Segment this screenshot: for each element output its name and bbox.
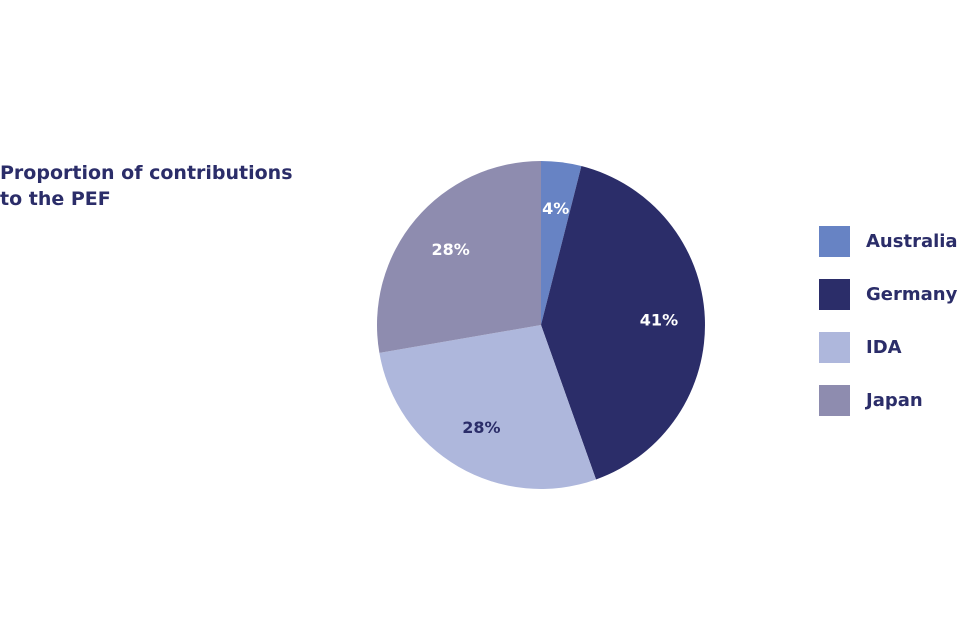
- legend-item-germany: Germany: [819, 278, 960, 310]
- legend-label: IDA: [866, 336, 902, 358]
- slice-label-ida: 28%: [462, 418, 500, 437]
- pie-slice-japan: [376, 161, 541, 353]
- pie-slice-ida: [379, 325, 597, 489]
- legend-swatch: [819, 331, 850, 363]
- slice-label-australia: 4%: [542, 199, 569, 218]
- chart-title: Proportion of contributions to the PEF: [0, 162, 293, 210]
- legend-item-japan: Japan: [819, 384, 960, 416]
- legend-label: Japan: [866, 389, 923, 411]
- legend: Australia Germany IDA Japan: [819, 225, 960, 437]
- pie-slice-labels: 4% 41% 28% 28%: [432, 199, 679, 437]
- legend-label: Germany: [866, 283, 958, 305]
- slice-label-germany: 41%: [640, 310, 678, 329]
- legend-swatch: [819, 384, 850, 416]
- pie-slices: [376, 161, 705, 489]
- legend-label: Australia: [866, 230, 958, 252]
- legend-item-australia: Australia: [819, 225, 960, 257]
- legend-item-ida: IDA: [819, 331, 960, 363]
- slice-label-japan: 28%: [432, 240, 470, 259]
- legend-swatch: [819, 225, 850, 257]
- pie-slice-germany: [541, 166, 705, 480]
- pie-slice-australia: [541, 161, 582, 325]
- legend-swatch: [819, 278, 850, 310]
